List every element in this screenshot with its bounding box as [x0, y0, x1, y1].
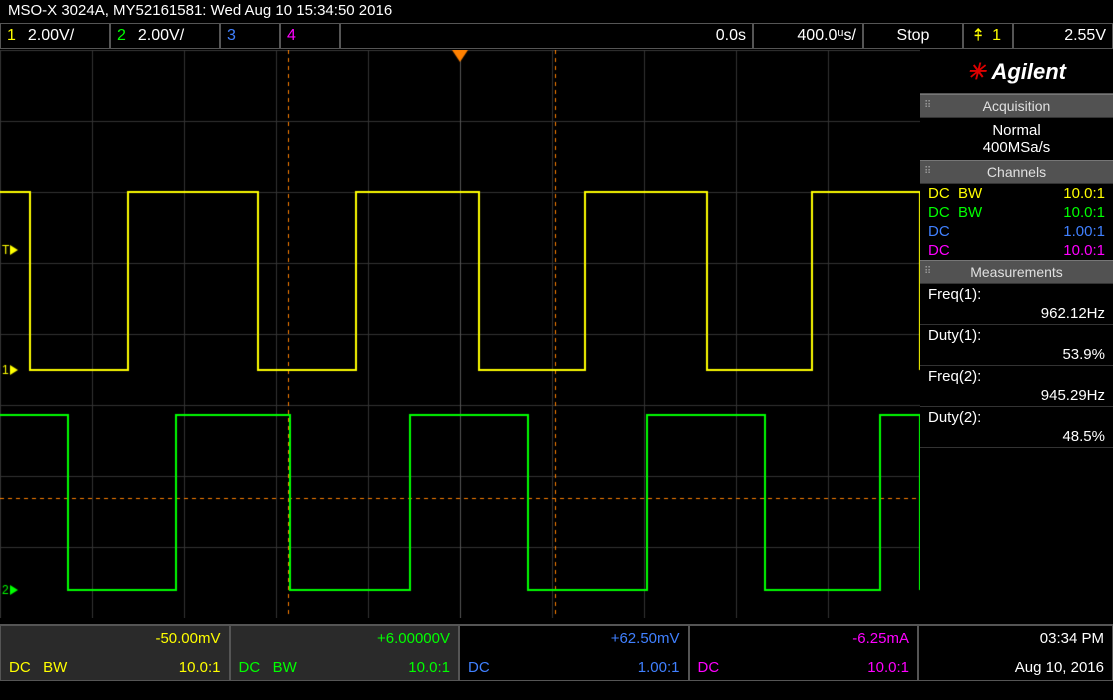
measurement-value: 48.5% — [920, 428, 1113, 448]
slope-icon: ⤉ — [975, 27, 982, 45]
channel-row: DC BW10.0:1 — [920, 203, 1113, 222]
trigger-slope[interactable]: ⤉ 1 — [963, 23, 1013, 49]
time-box: 03:34 PM Aug 10, 2016 — [918, 625, 1113, 681]
channel-row: DC10.0:1 — [920, 241, 1113, 260]
main: ✳ Agilent Acquisition Normal 400MSa/s Ch… — [0, 50, 1113, 618]
ch4-scale[interactable]: 4 — [280, 23, 340, 49]
channels-header[interactable]: Channels — [920, 160, 1113, 184]
time-offset[interactable]: 0.0s — [340, 23, 753, 49]
toolbar: 1 2.00V/ 2 2.00V/ 3 4 0.0s 400.0ᵘs/ Stop… — [0, 22, 1113, 50]
acquisition-body: Normal 400MSa/s — [920, 118, 1113, 160]
channels-list: DC BW10.0:1DC BW10.0:1DC1.00:1DC10.0:1 — [920, 184, 1113, 260]
bottom-channel-cell[interactable]: -6.25mA DC10.0:1 — [689, 625, 919, 681]
measurement-value: 962.12Hz — [920, 305, 1113, 325]
ch3-scale[interactable]: 3 — [220, 23, 280, 49]
bottom-bar: -50.00mV DC BW10.0:1+6.00000V DC BW10.0:… — [0, 624, 1113, 698]
measurements-list: Freq(1):962.12HzDuty(1):53.9%Freq(2):945… — [920, 284, 1113, 448]
measurement-label: Freq(1): — [920, 284, 1113, 305]
ch1-scale[interactable]: 1 2.00V/ — [0, 23, 110, 49]
waveform-canvas — [0, 50, 920, 618]
bottom-channel-cell[interactable]: +6.00000V DC BW10.0:1 — [230, 625, 460, 681]
channel-row: DC BW10.0:1 — [920, 184, 1113, 203]
header: MSO-X 3024A, MY52161581: Wed Aug 10 15:3… — [0, 0, 1113, 22]
date: Aug 10, 2016 — [1015, 659, 1104, 676]
bottom-channel-cell[interactable]: +62.50mV DC1.00:1 — [459, 625, 689, 681]
bottom-cells: -50.00mV DC BW10.0:1+6.00000V DC BW10.0:… — [0, 625, 918, 698]
trigger-level[interactable]: 2.55V — [1013, 23, 1113, 49]
brand: ✳ Agilent — [920, 50, 1113, 94]
header-text: MSO-X 3024A, MY52161581: Wed Aug 10 15:3… — [8, 2, 392, 19]
bottom-channel-cell[interactable]: -50.00mV DC BW10.0:1 — [0, 625, 230, 681]
time-scale[interactable]: 400.0ᵘs/ — [753, 23, 863, 49]
waveform-display[interactable] — [0, 50, 920, 618]
measurements-header[interactable]: Measurements — [920, 260, 1113, 284]
measurement-label: Duty(1): — [920, 325, 1113, 346]
acquisition-header[interactable]: Acquisition — [920, 94, 1113, 118]
brand-icon: ✳ — [967, 59, 985, 85]
sidebar: ✳ Agilent Acquisition Normal 400MSa/s Ch… — [920, 50, 1113, 618]
run-mode[interactable]: Stop — [863, 23, 963, 49]
brand-text: Agilent — [991, 59, 1066, 85]
time: 03:34 PM — [1040, 630, 1104, 647]
channel-row: DC1.00:1 — [920, 222, 1113, 241]
measurement-label: Duty(2): — [920, 407, 1113, 428]
measurement-value: 53.9% — [920, 346, 1113, 366]
measurement-value: 945.29Hz — [920, 387, 1113, 407]
measurement-label: Freq(2): — [920, 366, 1113, 387]
ch2-scale[interactable]: 2 2.00V/ — [110, 23, 220, 49]
